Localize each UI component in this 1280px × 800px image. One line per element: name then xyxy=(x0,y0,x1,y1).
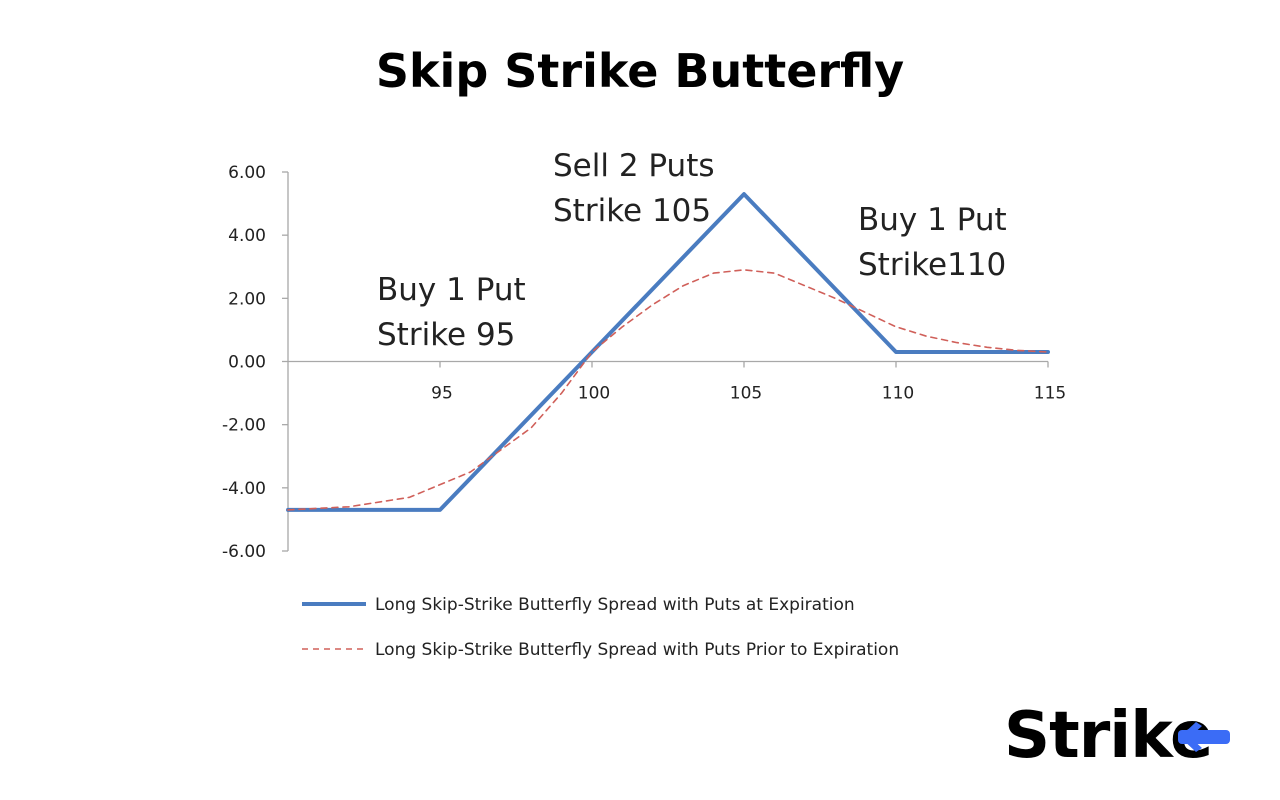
y-tick-label: 4.00 xyxy=(228,226,266,246)
chart-annotations: Buy 1 Put Strike 95 Sell 2 Puts Strike 105 B… xyxy=(377,148,1007,353)
annotation-line: Sell 2 Puts xyxy=(553,148,715,184)
y-tick-label: 0.00 xyxy=(228,353,266,373)
x-tick-label: 100 xyxy=(578,384,610,404)
y-tick-label: -2.00 xyxy=(222,416,266,436)
annotation-line: Strike 95 xyxy=(377,317,515,353)
series-line-2 xyxy=(287,269,1049,511)
y-tick-label: 2.00 xyxy=(228,289,266,309)
y-tick-label: -6.00 xyxy=(222,542,266,562)
annotation-line: Buy 1 Put xyxy=(858,202,1007,238)
page-title: Skip Strike Butterfly xyxy=(375,44,905,98)
y-tick-label: 6.00 xyxy=(228,163,266,183)
series-line-1 xyxy=(286,192,1050,512)
chart-legend: Long Skip-Strike Butterfly Spread with P… xyxy=(302,595,899,660)
x-tick-label: 95 xyxy=(431,384,453,404)
chart-series xyxy=(286,192,1050,512)
x-tick-label: 105 xyxy=(730,384,762,404)
annotation-3: Buy 1 Put Strike110 xyxy=(858,202,1007,283)
legend-label-2: Long Skip-Strike Butterfly Spread with P… xyxy=(375,640,899,660)
annotation-1: Buy 1 Put Strike 95 xyxy=(377,272,526,353)
strike-logo: Strike xyxy=(1004,696,1244,776)
annotation-line: Strike 105 xyxy=(553,193,711,229)
annotation-line: Strike110 xyxy=(858,247,1006,283)
annotation-2: Sell 2 Puts Strike 105 xyxy=(553,148,715,229)
annotation-line: Buy 1 Put xyxy=(377,272,526,308)
legend-label-1: Long Skip-Strike Butterfly Spread with P… xyxy=(375,595,855,615)
chart-ticks: 6.00 4.00 2.00 0.00 -2.00 -4.00 -6.00 95 100 105 1… xyxy=(222,163,1066,562)
logo-arrow-icon xyxy=(1178,722,1230,752)
y-tick-label: -4.00 xyxy=(222,479,266,499)
x-tick-label: 110 xyxy=(882,384,914,404)
x-tick-label: 115 xyxy=(1034,384,1066,404)
